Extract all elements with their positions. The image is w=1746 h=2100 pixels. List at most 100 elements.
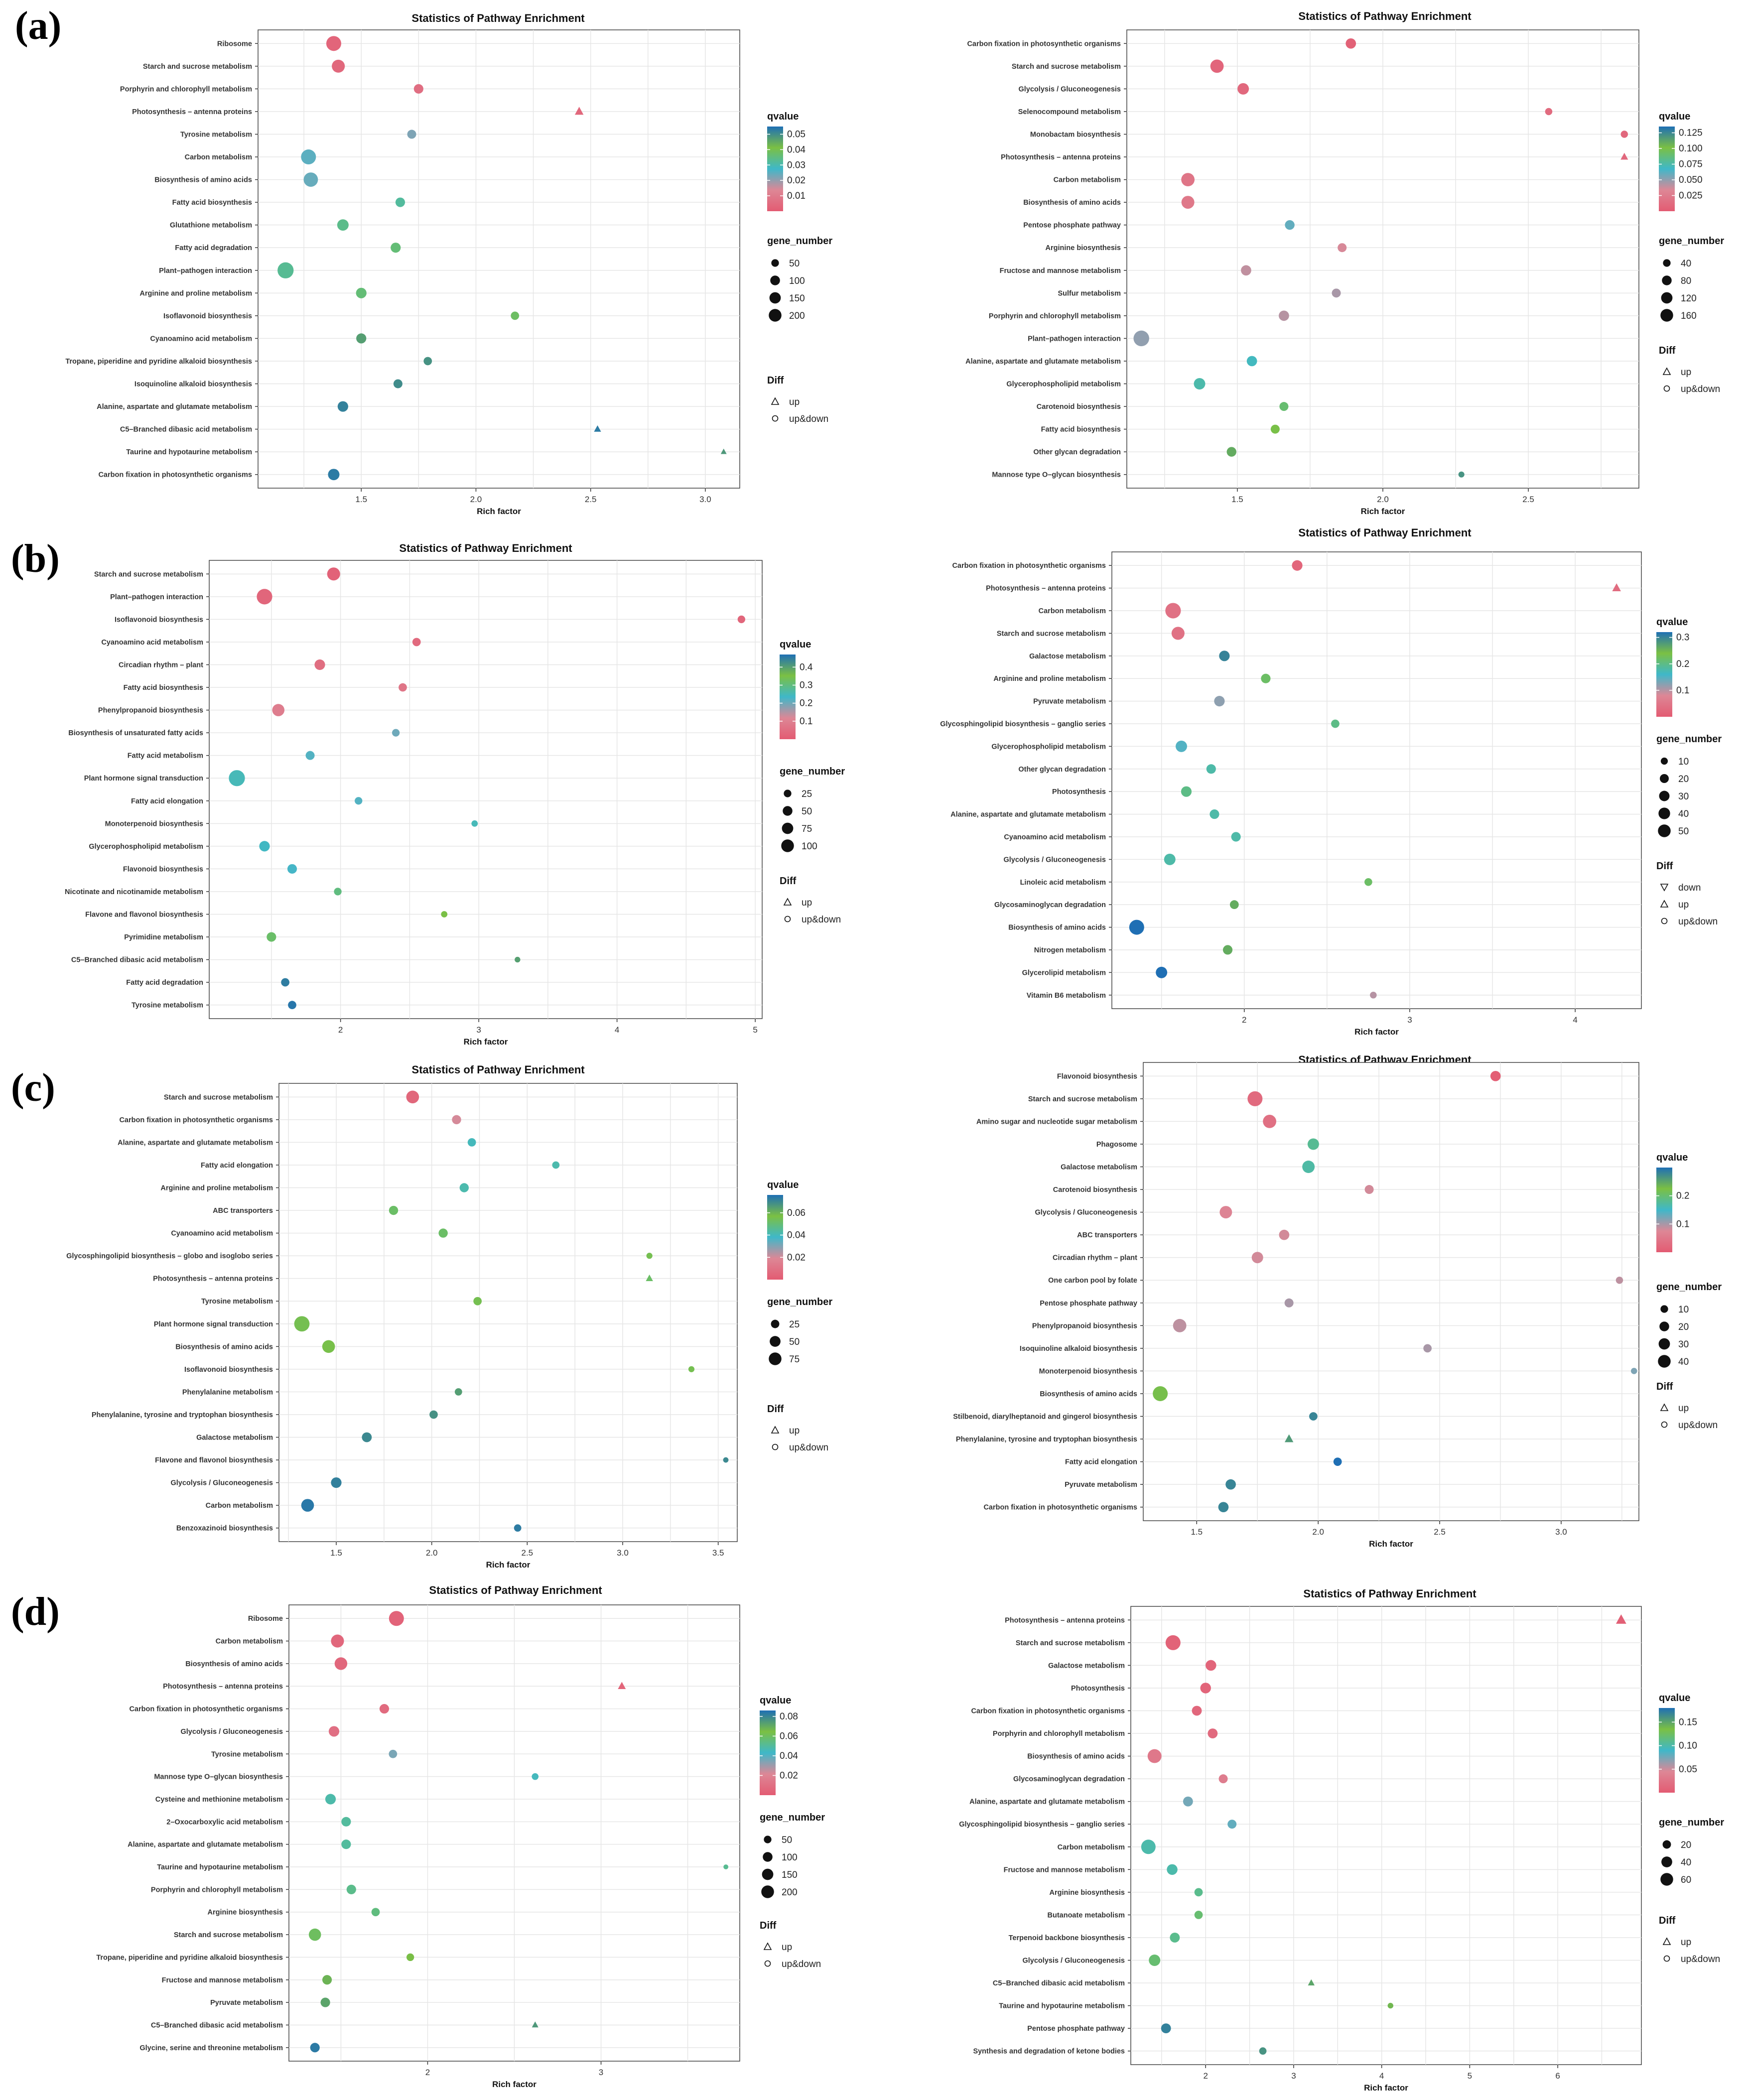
qvalue-colorbar <box>760 1710 776 1795</box>
point <box>327 567 340 581</box>
category-label: Glycerophospholipid metabolism <box>89 843 203 851</box>
diff-legend-shape-updown <box>772 415 779 422</box>
diff-legend-title: Diff <box>767 375 784 386</box>
x-tick-label: 3.0 <box>617 1548 629 1558</box>
diff-legend-label: down <box>1678 883 1701 893</box>
category-label: Tropane, piperidine and pyridine alkaloi… <box>96 1954 283 1962</box>
point <box>452 1115 461 1125</box>
size-legend-label: 10 <box>1678 1305 1689 1315</box>
x-tick-label: 3.5 <box>712 1548 724 1558</box>
qvalue-legend-title: qvalue <box>780 639 811 650</box>
category-label: Pyruvate metabolism <box>1033 698 1106 706</box>
category-label: Carbon fixation in photosynthetic organi… <box>967 40 1121 48</box>
point <box>1181 196 1195 209</box>
chart-1: Statistics of Pathway Enrichment 1.5 2.0 2.… <box>965 10 1724 516</box>
diff-legend-shape-updown <box>784 916 791 922</box>
chart-title: Statistics of Pathway Enrichment <box>399 542 572 554</box>
point <box>532 1773 539 1780</box>
size-legend-label: 100 <box>802 841 817 852</box>
category-label: Glycolysis / Gluconeogenesis <box>1019 85 1121 93</box>
point <box>1181 173 1195 186</box>
point <box>1192 1706 1202 1716</box>
chart-title: Statistics of Pathway Enrichment <box>1298 526 1472 539</box>
size-legend-dot <box>1662 275 1672 285</box>
diff-legend-shape-up <box>1662 1937 1671 1945</box>
x-axis-label: Rich factor <box>1361 507 1405 516</box>
qvalue-colorbar <box>1659 127 1675 211</box>
qvalue-colorbar <box>767 127 783 211</box>
size-legend-label: 20 <box>1678 774 1689 785</box>
category-label: Starch and sucrose metabolism <box>1028 1095 1137 1103</box>
x-tick-label: 5 <box>753 1025 757 1035</box>
point <box>1194 378 1206 390</box>
point <box>471 820 478 827</box>
colorbar-label: 0.04 <box>787 144 806 155</box>
diff-legend-shape-updown <box>1663 1955 1670 1962</box>
point <box>1170 1933 1180 1943</box>
point <box>331 1477 342 1488</box>
point <box>1219 1206 1232 1219</box>
category-label: Phenylpropanoid biosynthesis <box>1032 1322 1137 1330</box>
point <box>1302 1161 1315 1173</box>
point <box>267 932 276 942</box>
category-label: Alanine, aspartate and glutamate metabol… <box>118 1139 273 1147</box>
point <box>395 197 405 207</box>
colorbar-label: 0.05 <box>1679 1764 1697 1775</box>
point <box>1251 1252 1263 1264</box>
point <box>356 333 367 344</box>
point <box>438 1228 448 1238</box>
size-legend-dot <box>1661 292 1673 304</box>
diff-legend-label: up&down <box>802 915 841 925</box>
category-label: Benzoxazinoid biosynthesis <box>176 1525 273 1533</box>
size-legend-title: gene_number <box>767 1297 832 1308</box>
point <box>1226 447 1236 457</box>
point <box>1153 1386 1168 1401</box>
point <box>287 864 297 874</box>
point <box>1173 1318 1187 1332</box>
point <box>454 1388 462 1396</box>
category-label: Monoterpenoid biosynthesis <box>1039 1367 1137 1375</box>
chart-6: Statistics of Pathway Enrichment 2 3 Rich f… <box>96 1584 825 2089</box>
point <box>1270 424 1280 434</box>
x-tick-label: 2.5 <box>522 1548 534 1558</box>
category-label: Pyruvate metabolism <box>1065 1481 1137 1489</box>
size-legend-dot <box>770 1336 781 1347</box>
point <box>272 704 285 716</box>
category-label: Phenylpropanoid biosynthesis <box>98 707 203 715</box>
category-label: Pentose phosphate pathway <box>1040 1300 1137 1308</box>
size-legend-label: 50 <box>1678 826 1689 837</box>
category-label: Alanine, aspartate and glutamate metabol… <box>97 403 252 411</box>
point <box>346 1884 356 1894</box>
point <box>277 262 294 278</box>
point <box>1423 1344 1432 1353</box>
size-legend-dot <box>769 292 781 304</box>
size-legend-dot <box>770 275 780 285</box>
category-label: Isoflavonoid biosynthesis <box>184 1366 273 1374</box>
point <box>1229 900 1239 910</box>
point <box>259 841 270 852</box>
point <box>332 59 345 73</box>
size-legend-dot <box>1658 1355 1671 1368</box>
colorbar-label: 0.4 <box>800 662 813 672</box>
category-label: Plant–pathogen interaction <box>159 267 252 275</box>
size-legend-label: 25 <box>802 789 812 799</box>
chart-7: Statistics of Pathway Enrichment 2 3 4 5 6 Ric… <box>959 1587 1724 2093</box>
point <box>1309 1412 1318 1421</box>
size-legend-label: 25 <box>789 1319 800 1330</box>
size-legend-title: gene_number <box>1656 1282 1722 1293</box>
point <box>1164 853 1176 865</box>
colorbar-label: 0.2 <box>1676 1191 1689 1201</box>
x-tick-label: 2 <box>1203 2071 1208 2081</box>
point <box>320 1997 330 2007</box>
diff-legend-label: up&down <box>782 1959 821 1969</box>
point <box>326 36 341 51</box>
x-tick-label: 4 <box>1379 2071 1384 2081</box>
point-up <box>646 1274 653 1281</box>
diff-legend-title: Diff <box>1656 1381 1673 1392</box>
colorbar-label: 0.03 <box>787 160 806 170</box>
diff-legend-label: up&down <box>789 414 828 424</box>
colorbar-label: 0.08 <box>780 1711 798 1722</box>
category-label: Plant–pathogen interaction <box>110 593 203 601</box>
category-label: Fatty acid degradation <box>126 979 203 987</box>
colorbar-label: 0.2 <box>1676 659 1689 669</box>
